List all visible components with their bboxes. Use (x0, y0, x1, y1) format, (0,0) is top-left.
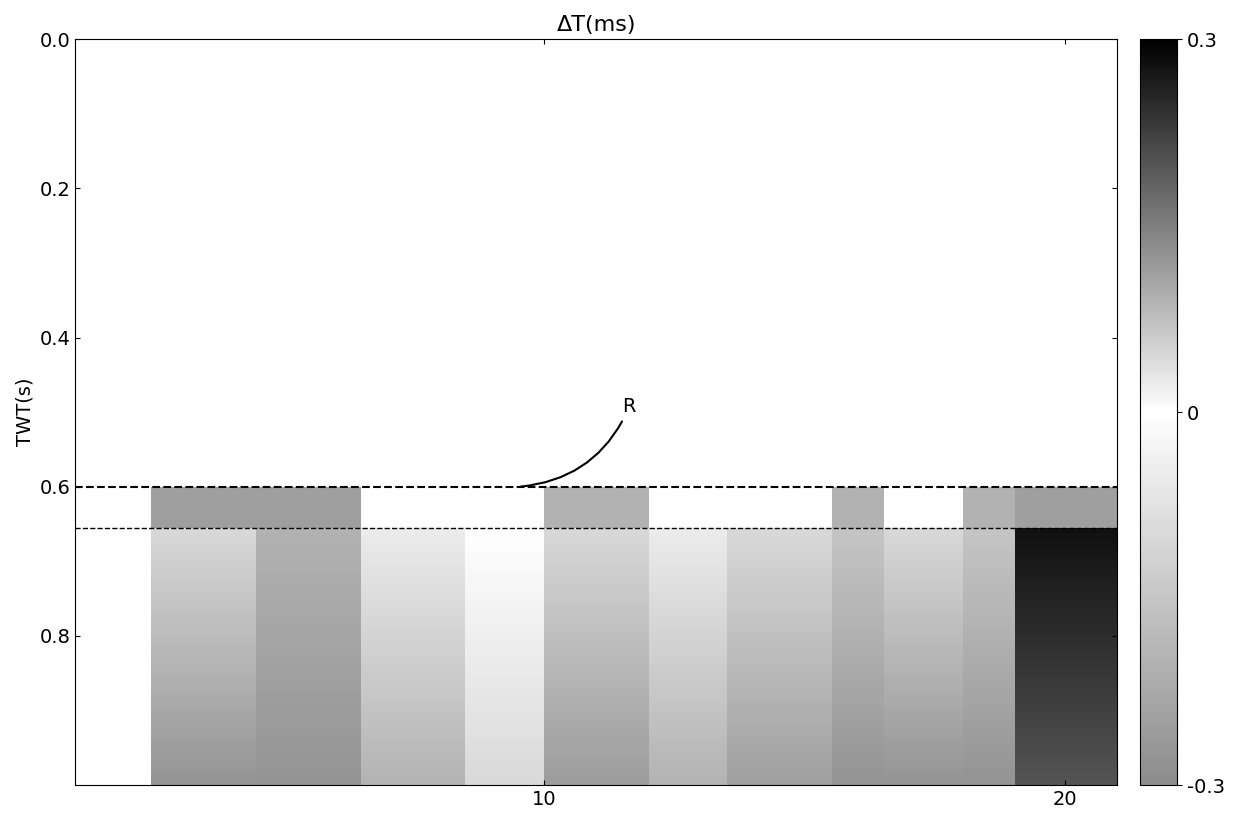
Y-axis label: TWT(s): TWT(s) (15, 378, 33, 447)
Text: R: R (521, 397, 636, 486)
Title: ΔT(ms): ΔT(ms) (557, 15, 636, 35)
